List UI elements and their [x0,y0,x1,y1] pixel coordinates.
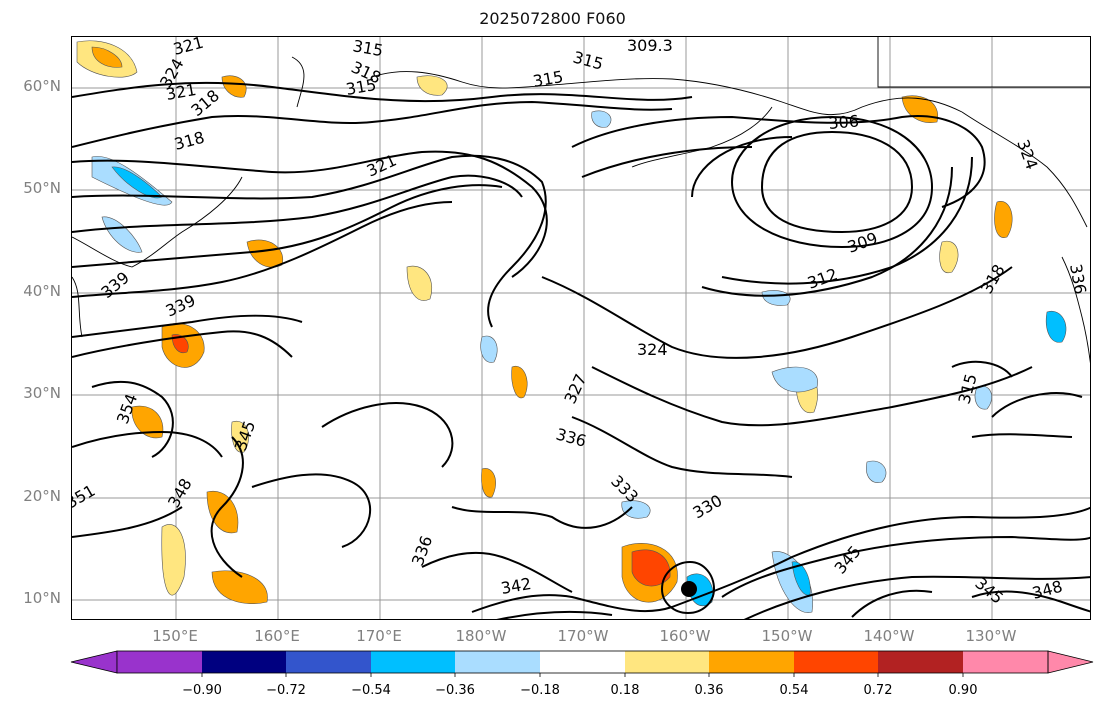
lat-label-30n: 30°N [23,384,61,402]
colorbar-tick-label: 0.18 [610,683,640,698]
contour-label: 315 [351,37,384,60]
map-panel: 321 315 318 324 321 318 315 315 309.3 31… [71,36,1091,620]
colorbar [70,650,1094,677]
lon-label-170e: 170°E [356,627,402,645]
colorbar-extend-high [1047,650,1094,674]
contour-label: 351 [72,481,98,513]
shading-negative [91,110,1067,613]
lon-label-130w: 130°W [965,627,1017,645]
lon-label-140w: 140°W [863,627,915,645]
colorbar-tick-label: −0.90 [182,683,222,698]
graticule [72,37,1090,619]
colorbar-extend-low [70,650,118,674]
contour-label: 345 [831,542,865,578]
colorbar-bin [540,651,625,673]
colorbar-tick-label: −0.36 [435,683,475,698]
contours [72,81,1090,619]
colorbar-bin [117,651,202,673]
lon-label-180w: 180°W [455,627,507,645]
colorbar-tick-label: −0.54 [351,683,391,698]
contour-label: 348 [164,475,196,511]
lon-label-150w: 150°W [761,627,813,645]
colorbar-bin [286,651,371,673]
lat-label-60n: 60°N [23,77,61,95]
lon-label-170w: 170°W [557,627,609,645]
contour-label: 327 [560,371,590,407]
colorbar-tick-label: 0.36 [694,683,724,698]
contour-label: 324 [637,340,668,359]
lon-label-160e: 160°E [254,627,300,645]
contour-label: 318 [977,261,1009,297]
contour-label: 336 [554,425,588,451]
colorbar-bin [794,651,878,673]
map-canvas: 321 315 318 324 321 318 315 315 309.3 31… [72,37,1090,619]
contour-label: 339 [163,290,199,320]
coastlines [72,37,1090,364]
colorbar-bin [455,651,540,673]
contour-label: 348 [1030,577,1064,603]
colorbar-bin [202,651,286,673]
colorbar-bin [371,651,455,673]
lat-label-10n: 10°N [23,589,61,607]
map-title: 2025072800 F060 [479,9,626,28]
colorbar-bin [709,651,794,673]
contour-label: 324 [1013,137,1041,172]
contour-label: 318 [172,128,206,154]
contour-label: 309.3 [627,37,673,55]
colorbar-bin [625,651,709,673]
contour-label: 312 [805,264,840,292]
colorbar-tick-label: −0.72 [266,683,306,698]
contour-label: 342 [499,574,532,598]
lon-label-160w: 160°W [659,627,711,645]
colorbar-tick-label: 0.90 [948,683,978,698]
storm-center-marker [681,581,697,597]
lat-label-20n: 20°N [23,487,61,505]
contour-label: 315 [571,48,605,74]
colorbar-outline [116,650,1049,674]
colorbar-tick-label: −0.18 [520,683,560,698]
contour-label: 339 [97,268,133,302]
contour-label: 306 [828,111,860,133]
contour-label: 336 [1066,262,1090,295]
contour-label: 315 [344,75,377,99]
colorbar-tick-label: 0.54 [779,683,809,698]
contour-label: 321 [171,37,205,59]
colorbar-tick-label: 0.72 [863,683,893,698]
lon-label-150e: 150°E [152,627,198,645]
shading-positive [76,40,1013,604]
colorbar-bin [878,651,963,673]
colorbar-bin [963,651,1048,673]
lat-label-50n: 50°N [23,179,61,197]
contour-label: 315 [531,67,564,91]
contour-label: 330 [690,491,726,523]
lat-label-40n: 40°N [23,282,61,300]
